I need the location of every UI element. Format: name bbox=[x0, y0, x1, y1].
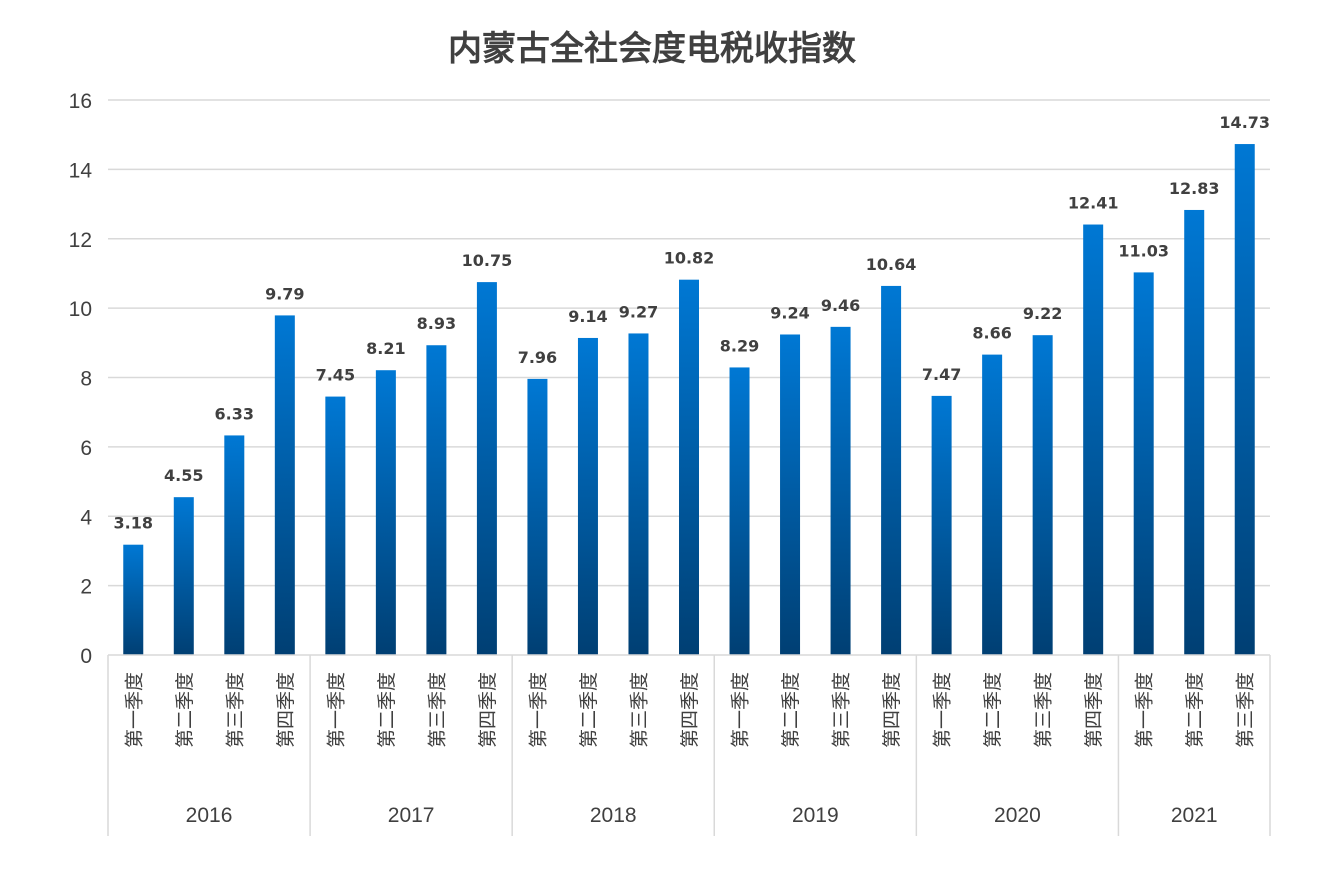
x-category-label: 第一季度 bbox=[123, 672, 145, 748]
x-year-label: 2017 bbox=[388, 804, 435, 827]
x-category-label: 第三季度 bbox=[1235, 672, 1257, 748]
data-label: 9.46 bbox=[821, 296, 860, 315]
y-tick-label: 4 bbox=[80, 506, 92, 529]
bar bbox=[881, 285, 902, 655]
data-label: 12.41 bbox=[1068, 194, 1119, 213]
y-tick-label: 16 bbox=[69, 90, 92, 113]
x-category-label: 第一季度 bbox=[1134, 672, 1156, 748]
y-tick-label: 6 bbox=[80, 437, 92, 460]
data-label: 10.75 bbox=[462, 251, 513, 270]
x-category-label: 第四季度 bbox=[275, 672, 297, 748]
x-category-label: 第一季度 bbox=[527, 672, 549, 748]
x-category-label: 第二季度 bbox=[578, 672, 600, 748]
x-category-label: 第四季度 bbox=[477, 672, 499, 748]
x-category-label: 第二季度 bbox=[982, 672, 1004, 748]
data-label: 9.14 bbox=[568, 307, 607, 326]
bar bbox=[1234, 144, 1255, 655]
x-year-label: 2018 bbox=[590, 804, 637, 827]
bar bbox=[1184, 209, 1205, 655]
bar bbox=[1032, 335, 1053, 655]
bar bbox=[982, 354, 1003, 655]
x-category-label: 第二季度 bbox=[780, 672, 802, 748]
x-year-label: 2016 bbox=[186, 804, 233, 827]
data-label: 8.66 bbox=[972, 324, 1011, 343]
y-tick-label: 0 bbox=[80, 645, 92, 668]
x-axis: 第一季度 第二季度 第三季度 第四季度 2016 第一季度 第二季度 第三季度 第四季度 2017… bbox=[107, 654, 1271, 836]
x-category-label: 第四季度 bbox=[1083, 672, 1105, 748]
data-labels: 3.18 4.55 6.33 9.79 7.45 8.21 8.93 10.75 7.96 9.1… bbox=[114, 113, 1271, 533]
bar bbox=[780, 334, 801, 655]
y-tick-label: 14 bbox=[69, 159, 93, 182]
bar bbox=[628, 333, 649, 655]
x-year-label: 2020 bbox=[994, 804, 1041, 827]
bar bbox=[729, 367, 750, 655]
bar bbox=[830, 326, 851, 655]
bars bbox=[123, 144, 1255, 655]
data-label: 9.79 bbox=[265, 284, 304, 303]
x-category-label: 第一季度 bbox=[730, 672, 752, 748]
bar bbox=[426, 345, 447, 655]
x-year-label: 2021 bbox=[1171, 804, 1218, 827]
bar bbox=[476, 282, 497, 655]
bar bbox=[1083, 224, 1104, 655]
bar bbox=[274, 315, 295, 655]
data-label: 8.29 bbox=[720, 336, 759, 355]
data-label: 10.82 bbox=[664, 249, 715, 268]
bar bbox=[224, 435, 245, 655]
x-category-label: 第四季度 bbox=[679, 672, 701, 748]
bar bbox=[123, 544, 144, 655]
x-category-label: 第三季度 bbox=[426, 672, 448, 748]
data-label: 8.21 bbox=[366, 339, 405, 358]
data-label: 9.22 bbox=[1023, 304, 1062, 323]
data-label: 6.33 bbox=[215, 404, 254, 423]
data-label: 9.24 bbox=[770, 303, 809, 322]
data-label: 9.27 bbox=[619, 302, 658, 321]
bar bbox=[1133, 272, 1154, 655]
x-category-label: 第一季度 bbox=[932, 672, 954, 748]
data-label: 10.64 bbox=[866, 255, 917, 274]
x-category-label: 第二季度 bbox=[1184, 672, 1206, 748]
data-label: 7.96 bbox=[518, 348, 557, 367]
bar bbox=[679, 279, 699, 655]
data-label: 3.18 bbox=[114, 514, 153, 533]
data-label: 12.83 bbox=[1169, 179, 1220, 198]
x-category-label: 第三季度 bbox=[1033, 672, 1055, 748]
x-category-label: 第三季度 bbox=[628, 672, 650, 748]
x-category-label: 第二季度 bbox=[174, 672, 196, 748]
data-label: 7.45 bbox=[316, 366, 355, 385]
chart-title: 内蒙古全社会度电税收指数 bbox=[448, 29, 856, 69]
bar bbox=[931, 395, 952, 655]
data-label: 8.93 bbox=[417, 314, 456, 333]
data-label: 4.55 bbox=[164, 466, 203, 485]
y-tick-label: 8 bbox=[80, 368, 92, 391]
x-category-label: 第三季度 bbox=[831, 672, 853, 748]
data-label: 11.03 bbox=[1118, 241, 1169, 260]
x-category-label: 第一季度 bbox=[325, 672, 347, 748]
bar bbox=[577, 337, 598, 655]
x-category-label: 第三季度 bbox=[224, 672, 246, 748]
y-axis: 0 2 4 6 8 10 12 14 16 bbox=[69, 90, 93, 668]
data-label: 7.47 bbox=[922, 365, 961, 384]
x-year-label: 2019 bbox=[792, 804, 839, 827]
y-tick-label: 10 bbox=[69, 298, 92, 321]
bar bbox=[173, 497, 194, 655]
data-label: 14.73 bbox=[1219, 113, 1270, 132]
bar bbox=[375, 370, 396, 655]
y-tick-label: 2 bbox=[80, 576, 92, 599]
x-category-label: 第二季度 bbox=[376, 672, 398, 748]
bar bbox=[527, 378, 548, 655]
y-tick-label: 12 bbox=[69, 229, 92, 252]
bar bbox=[325, 396, 346, 655]
x-category-label: 第四季度 bbox=[881, 672, 903, 748]
